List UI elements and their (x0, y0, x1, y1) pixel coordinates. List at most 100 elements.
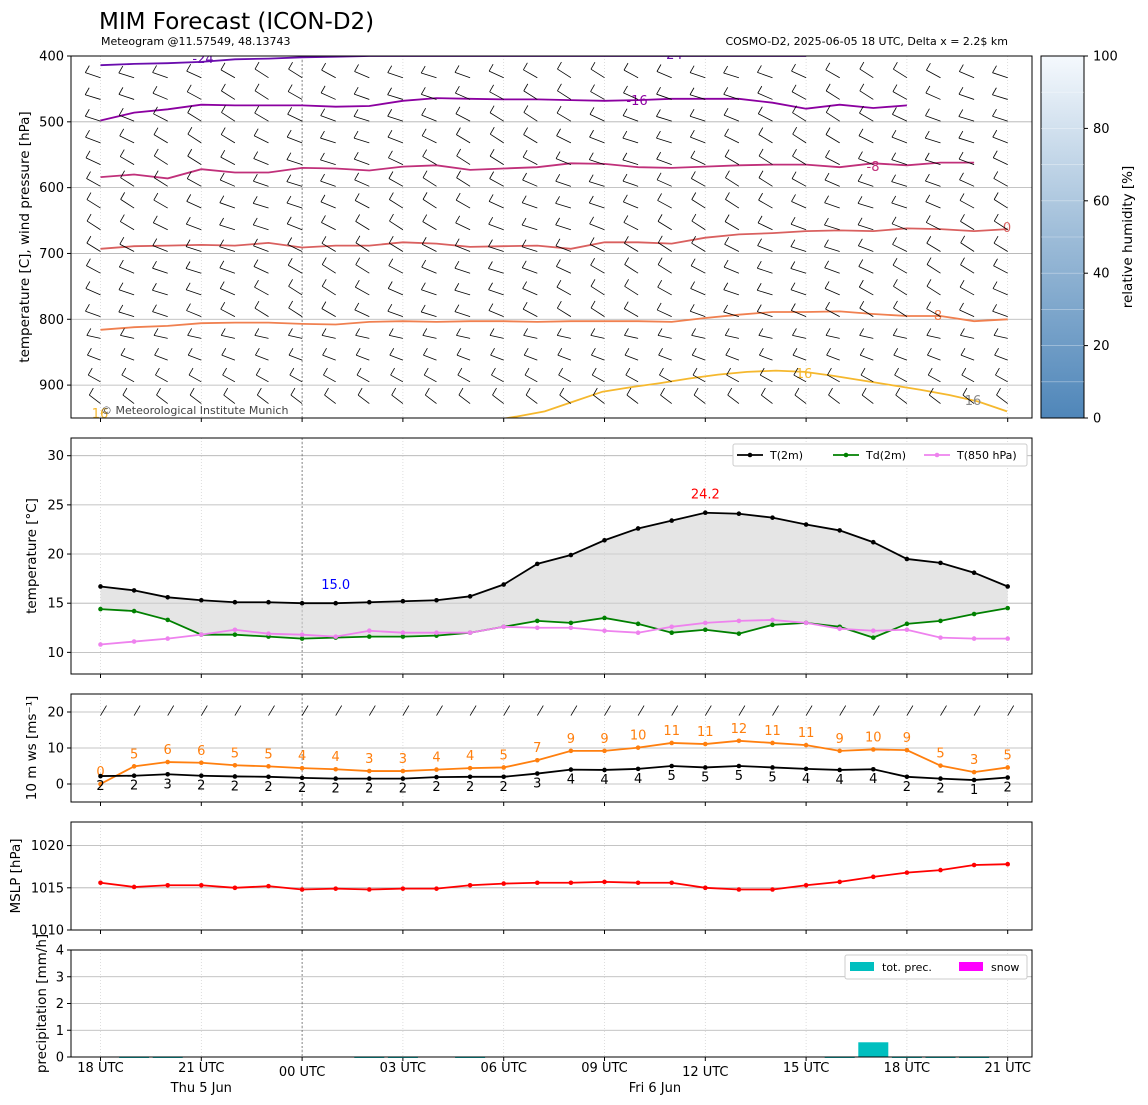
wind-barb-flag (186, 303, 191, 311)
wind-barb (791, 201, 807, 209)
wind-barb (757, 311, 773, 318)
wind-barb-flag (790, 261, 796, 269)
wind-barb (422, 243, 437, 252)
wind-barb-flag (488, 239, 493, 247)
wind-barb (389, 199, 404, 209)
wind-barb-flag (723, 87, 729, 95)
wind-barb (556, 286, 572, 296)
wind-barb (490, 133, 504, 144)
wind-barb (435, 56, 437, 57)
wind-barb (724, 135, 740, 144)
wind-barb (355, 242, 370, 252)
wind-barb-flag (186, 84, 192, 93)
wind-barb-flag (859, 300, 865, 309)
wind-barb-flag (993, 171, 999, 179)
wind-barb-flag (489, 105, 495, 113)
wind-barb (253, 202, 269, 209)
wind-barb (288, 68, 303, 79)
wind-barb (858, 180, 874, 187)
wind-barb-flag (623, 215, 629, 223)
wind-barb-flag (84, 109, 90, 117)
wind-barb-flag (892, 107, 897, 115)
wind-barb (825, 90, 840, 100)
wind-barb (959, 200, 975, 209)
wind-barb-flag (422, 328, 428, 336)
data-point (635, 766, 641, 772)
wind-barb (658, 354, 672, 361)
wind-barb (389, 334, 403, 339)
wind-barb (536, 56, 538, 57)
x-tick-label: 15 UTC (783, 1061, 829, 1076)
wind-barb (522, 179, 538, 187)
data-point (669, 624, 674, 630)
wind-barb-flag (723, 282, 729, 290)
surface-wind-barb (200, 705, 208, 716)
wind-barb (85, 136, 101, 144)
wind-barb-flag (86, 235, 92, 244)
isotherm-label: 8 (934, 309, 942, 324)
wind-barb-flag (959, 193, 965, 201)
wind-barb (287, 223, 303, 231)
wind-barb-flag (253, 259, 259, 267)
data-point (131, 884, 137, 890)
wind-barb (322, 354, 336, 361)
wind-barb (725, 354, 740, 361)
wind-barb-flag (522, 149, 528, 158)
wind-barb-flag (656, 64, 662, 72)
wind-barb-flag (286, 216, 292, 225)
wind-barb (689, 72, 706, 79)
isotherm-label: 16 (965, 394, 982, 409)
wind-barb-flag (189, 387, 195, 396)
wind-barb-flag (825, 83, 831, 92)
wind-barb (926, 285, 941, 296)
wind-barb-flag (891, 216, 897, 225)
wind-barb-flag (726, 367, 731, 376)
data-point (635, 630, 641, 635)
panel-1: 400 500 600 700 800 900 temperature [C], wind … (17, 50, 1032, 422)
wind-barb (187, 133, 202, 144)
wind-barb-flag (254, 328, 260, 336)
wind-barb-flag (591, 347, 596, 356)
wind-barb (927, 354, 941, 361)
wind-barb (557, 307, 572, 317)
wind-barb (286, 159, 303, 165)
data-point (467, 630, 473, 635)
wind-barb-flag (287, 237, 293, 245)
x-tick-label: 18 UTC (77, 1061, 123, 1076)
surface-wind-barb (906, 705, 914, 716)
data-point (333, 634, 339, 639)
wind-barb-flag (691, 171, 696, 179)
panel-frame (70, 437, 1033, 675)
wind-barb (656, 309, 672, 318)
x-tick-label: 21 UTC (984, 1061, 1030, 1076)
wind-barb (960, 242, 975, 252)
wind-barb-flag (454, 261, 460, 269)
wind-barb-flag (793, 367, 799, 376)
wind-barb (188, 374, 202, 383)
surface-wind-barb (167, 705, 175, 716)
data-point (333, 766, 339, 772)
wind-barb (287, 244, 303, 252)
wind-barb-flag (960, 257, 965, 265)
wind-barb (589, 159, 605, 165)
data-point (367, 634, 372, 639)
wind-barb-flag (992, 129, 998, 138)
data-point (904, 870, 910, 875)
wind-barb (771, 56, 773, 57)
wind-barb (456, 334, 471, 339)
surface-wind-barb (738, 705, 746, 716)
wind-barb-flag (656, 151, 662, 160)
wind-barb-flag (219, 172, 225, 181)
wind-barb-flag (521, 260, 527, 269)
wind-value-label: 11 (764, 724, 781, 739)
wind-barb (960, 264, 975, 274)
wind-barb (86, 242, 101, 252)
wind-barb-flag (757, 238, 762, 246)
wind-barb-flag (962, 387, 968, 396)
colorbar-tick-label: 60 (1093, 194, 1110, 209)
wind-barb (288, 264, 303, 274)
wind-barb-flag (489, 328, 495, 336)
wind-value-label: 11 (798, 726, 815, 741)
surface-wind-barb (772, 705, 779, 716)
wind-barb-flag (857, 238, 863, 247)
